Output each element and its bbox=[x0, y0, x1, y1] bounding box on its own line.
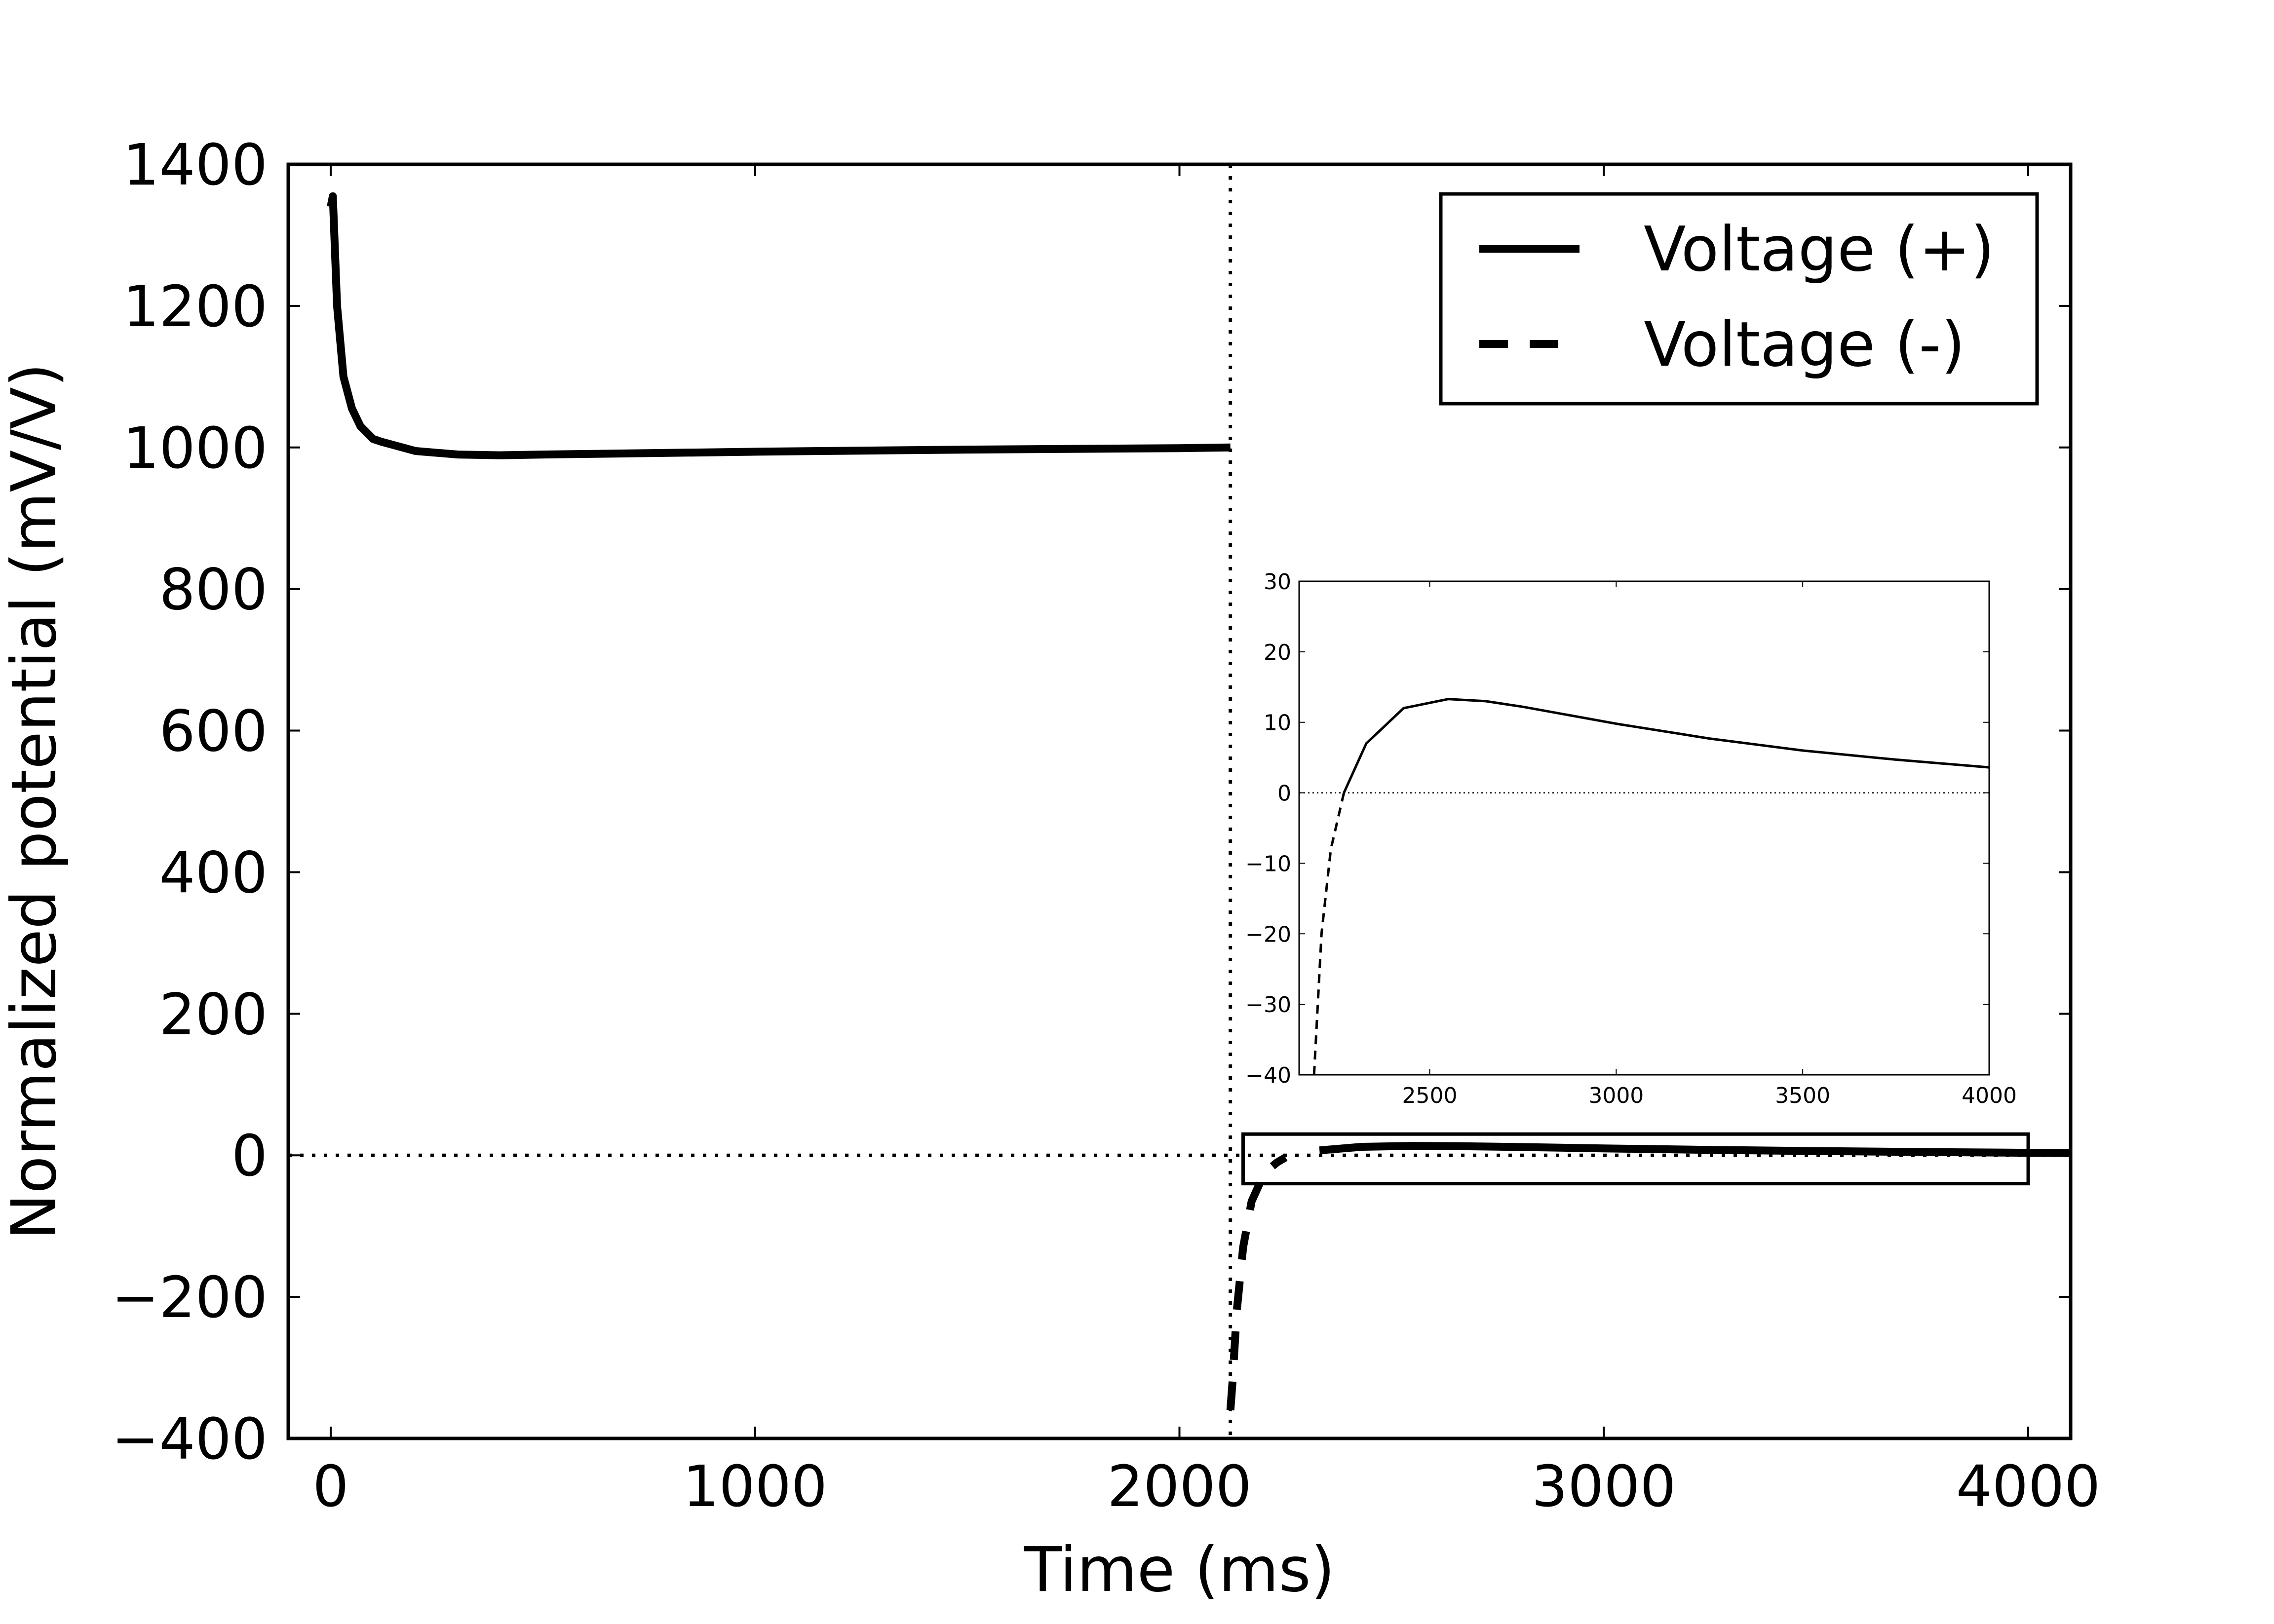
inset-background bbox=[1299, 581, 1989, 1075]
series-line-voltage-0 bbox=[327, 192, 1231, 459]
legend: Voltage (+) Voltage (-) bbox=[1439, 192, 2039, 406]
inset-x-tick-label: 4000 bbox=[1962, 1083, 2017, 1108]
legend-label-voltage-minus: Voltage (-) bbox=[1644, 309, 1965, 380]
inset-y-tick-label: 0 bbox=[1277, 781, 1291, 806]
y-axis-title: Normalized potential (mV/V) bbox=[0, 363, 70, 1240]
inset-x-tick-label: 3000 bbox=[1588, 1083, 1644, 1108]
legend-label-voltage-plus: Voltage (+) bbox=[1644, 214, 1995, 285]
y-tick-label: 1200 bbox=[123, 274, 268, 340]
inset-y-tick-label: 30 bbox=[1264, 569, 1291, 595]
inset-x-tick-label: 3500 bbox=[1775, 1083, 1830, 1108]
main-reference-lines bbox=[288, 164, 2071, 1438]
x-tick-label: 2000 bbox=[1107, 1454, 1252, 1520]
inset-series-line-voltage bbox=[1343, 698, 1990, 793]
inset-ticks: 2500 3000 3500 4000 −40 −30 −20 −10 0 10 20 30 bbox=[1245, 569, 2017, 1108]
y-tick-label: 0 bbox=[231, 1123, 268, 1189]
y-tick-label: 600 bbox=[159, 699, 268, 765]
y-tick-label: −200 bbox=[112, 1265, 268, 1331]
main-ticks: 0 1000 2000 3000 4000−400−200020040060080010… bbox=[112, 132, 2100, 1520]
y-tick-label: 1000 bbox=[123, 415, 268, 482]
inset-y-tick-label: −30 bbox=[1245, 992, 1291, 1018]
y-tick-label: 200 bbox=[159, 982, 268, 1048]
x-tick-label: 4000 bbox=[1956, 1454, 2101, 1520]
x-axis-title: Time (ms) bbox=[1023, 1534, 1335, 1606]
y-tick-label: 400 bbox=[159, 840, 268, 906]
inset-y-tick-label: −10 bbox=[1245, 851, 1291, 876]
zoom-box bbox=[1241, 1132, 2030, 1186]
inset-x-tick-label: 2500 bbox=[1402, 1083, 1457, 1108]
x-tick-label: 1000 bbox=[683, 1454, 827, 1520]
y-tick-label: 1400 bbox=[123, 132, 268, 198]
legend-box bbox=[1439, 192, 2039, 406]
main-series-layer bbox=[327, 192, 2071, 1411]
inset-y-tick-label: −40 bbox=[1245, 1063, 1291, 1088]
inset-y-tick-label: 10 bbox=[1264, 711, 1291, 736]
x-tick-label: 3000 bbox=[1532, 1454, 1676, 1520]
series-line-voltage-1 bbox=[1226, 1154, 1288, 1411]
inset-series-line-voltage bbox=[1312, 793, 1346, 1075]
x-tick-label: 0 bbox=[312, 1454, 348, 1520]
inset-y-tick-label: 20 bbox=[1264, 640, 1291, 665]
inset-series-layer bbox=[1312, 698, 1990, 1075]
y-tick-label: 800 bbox=[159, 557, 268, 623]
inset-plot-frame bbox=[1298, 580, 1990, 1076]
inset-y-tick-label: −20 bbox=[1245, 922, 1291, 947]
y-tick-label: −400 bbox=[112, 1406, 268, 1473]
series-line-series-2 bbox=[1319, 1142, 2071, 1157]
